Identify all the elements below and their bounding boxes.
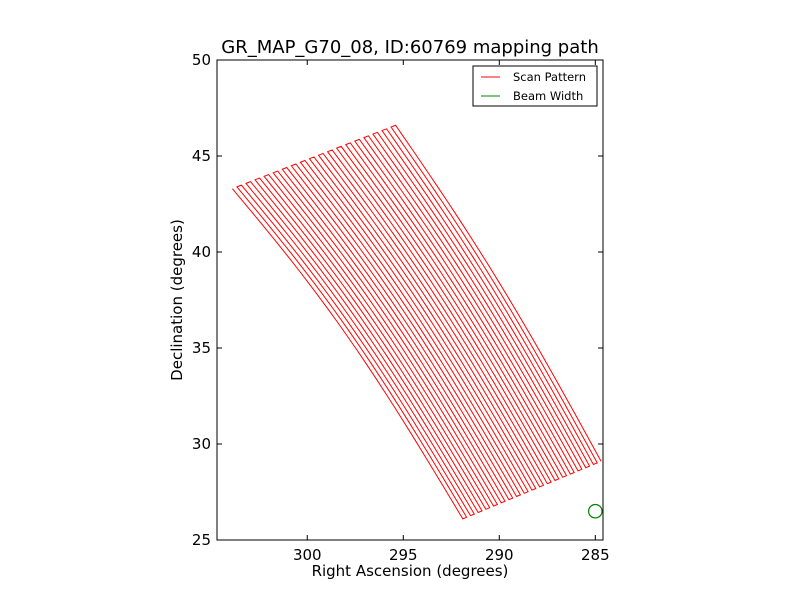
beam-width-circle xyxy=(587,503,603,519)
legend: Scan Pattern Beam Width xyxy=(472,65,598,107)
plot-area xyxy=(231,124,603,520)
x-tick-label: 285 xyxy=(581,546,610,564)
y-tick-label: 45 xyxy=(192,147,211,165)
x-tick-label: 300 xyxy=(293,546,322,564)
beam-width-series xyxy=(587,503,603,519)
x-axis-ticks: 300 295 290 285 xyxy=(293,60,610,564)
scan-pattern-line xyxy=(231,124,602,520)
scan-pattern-series xyxy=(231,124,602,520)
y-tick-label: 35 xyxy=(192,339,211,357)
legend-label-beam-width: Beam Width xyxy=(513,89,583,103)
y-axis-ticks: 25 30 35 40 45 50 xyxy=(192,51,603,549)
x-tick-label: 290 xyxy=(485,546,514,564)
x-tick-label: 295 xyxy=(389,546,418,564)
plot-frame xyxy=(216,59,604,541)
y-tick-label: 40 xyxy=(192,243,211,261)
y-axis-label: Declination (degrees) xyxy=(168,219,186,381)
legend-box xyxy=(472,65,598,107)
legend-label-scan-pattern: Scan Pattern xyxy=(513,70,586,84)
x-axis-label: Right Ascension (degrees) xyxy=(312,562,509,580)
y-tick-label: 25 xyxy=(192,531,211,549)
y-tick-label: 50 xyxy=(192,51,211,69)
chart-title: GR_MAP_G70_08, ID:60769 mapping path xyxy=(221,37,598,58)
y-tick-label: 30 xyxy=(192,435,211,453)
